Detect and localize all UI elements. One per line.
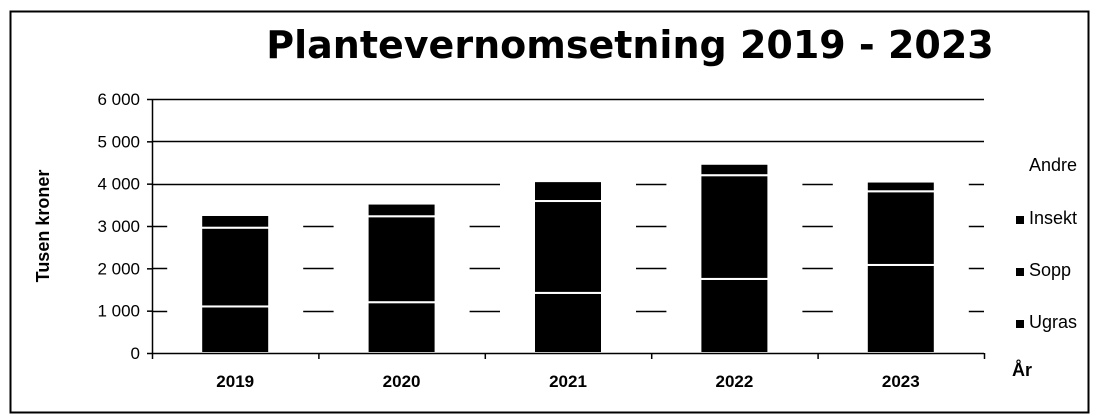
bar-sopp-2021 xyxy=(533,200,603,294)
y-tick-label: 6 000 xyxy=(97,90,140,109)
bar-sopp-2020 xyxy=(366,215,437,304)
bar-insekt-2021 xyxy=(533,180,603,203)
legend-swatch-sopp xyxy=(1016,268,1024,276)
legend-swatch-insekt xyxy=(1016,216,1024,224)
x-tick-label: 2023 xyxy=(882,372,920,391)
y-axis-title: Tusen kroner xyxy=(33,170,53,283)
legend-label-insekt: Insekt xyxy=(1029,208,1077,228)
y-tick-label: 3 000 xyxy=(97,217,140,236)
x-tick-label: 2021 xyxy=(549,372,587,391)
y-tick-label: 4 000 xyxy=(97,175,140,194)
bar-ugras-2021 xyxy=(533,291,603,354)
legend-label-ugras: Ugras xyxy=(1029,312,1077,332)
x-tick-label: 2020 xyxy=(383,372,421,391)
bar-ugras-2019 xyxy=(200,305,271,354)
legend-swatch-ugras xyxy=(1016,320,1024,328)
y-tick-label: 1 000 xyxy=(97,302,140,321)
chart-title: Plantevernomsetning 2019 - 2023 xyxy=(266,23,993,67)
x-tick-label: 2019 xyxy=(216,372,254,391)
x-axis-title: År xyxy=(1012,360,1032,380)
y-tick-label: 2 000 xyxy=(97,259,140,278)
y-tick-label: 5 000 xyxy=(97,132,140,151)
bar-ugras-2022 xyxy=(699,277,770,354)
x-tick-label: 2022 xyxy=(715,372,753,391)
y-tick-label: 0 xyxy=(131,344,140,363)
legend-label-sopp: Sopp xyxy=(1029,260,1071,280)
bar-sopp-2022 xyxy=(699,174,770,280)
legend-label-andre: Andre xyxy=(1029,155,1077,175)
bar-sopp-2019 xyxy=(200,226,271,308)
bar-sopp-2023 xyxy=(865,190,936,266)
bar-insekt-2020 xyxy=(366,202,437,218)
bar-ugras-2020 xyxy=(366,301,437,355)
bar-insekt-2022 xyxy=(699,162,770,177)
bar-ugras-2023 xyxy=(865,263,936,354)
bar-insekt-2023 xyxy=(865,180,936,193)
bar-insekt-2019 xyxy=(200,213,271,229)
